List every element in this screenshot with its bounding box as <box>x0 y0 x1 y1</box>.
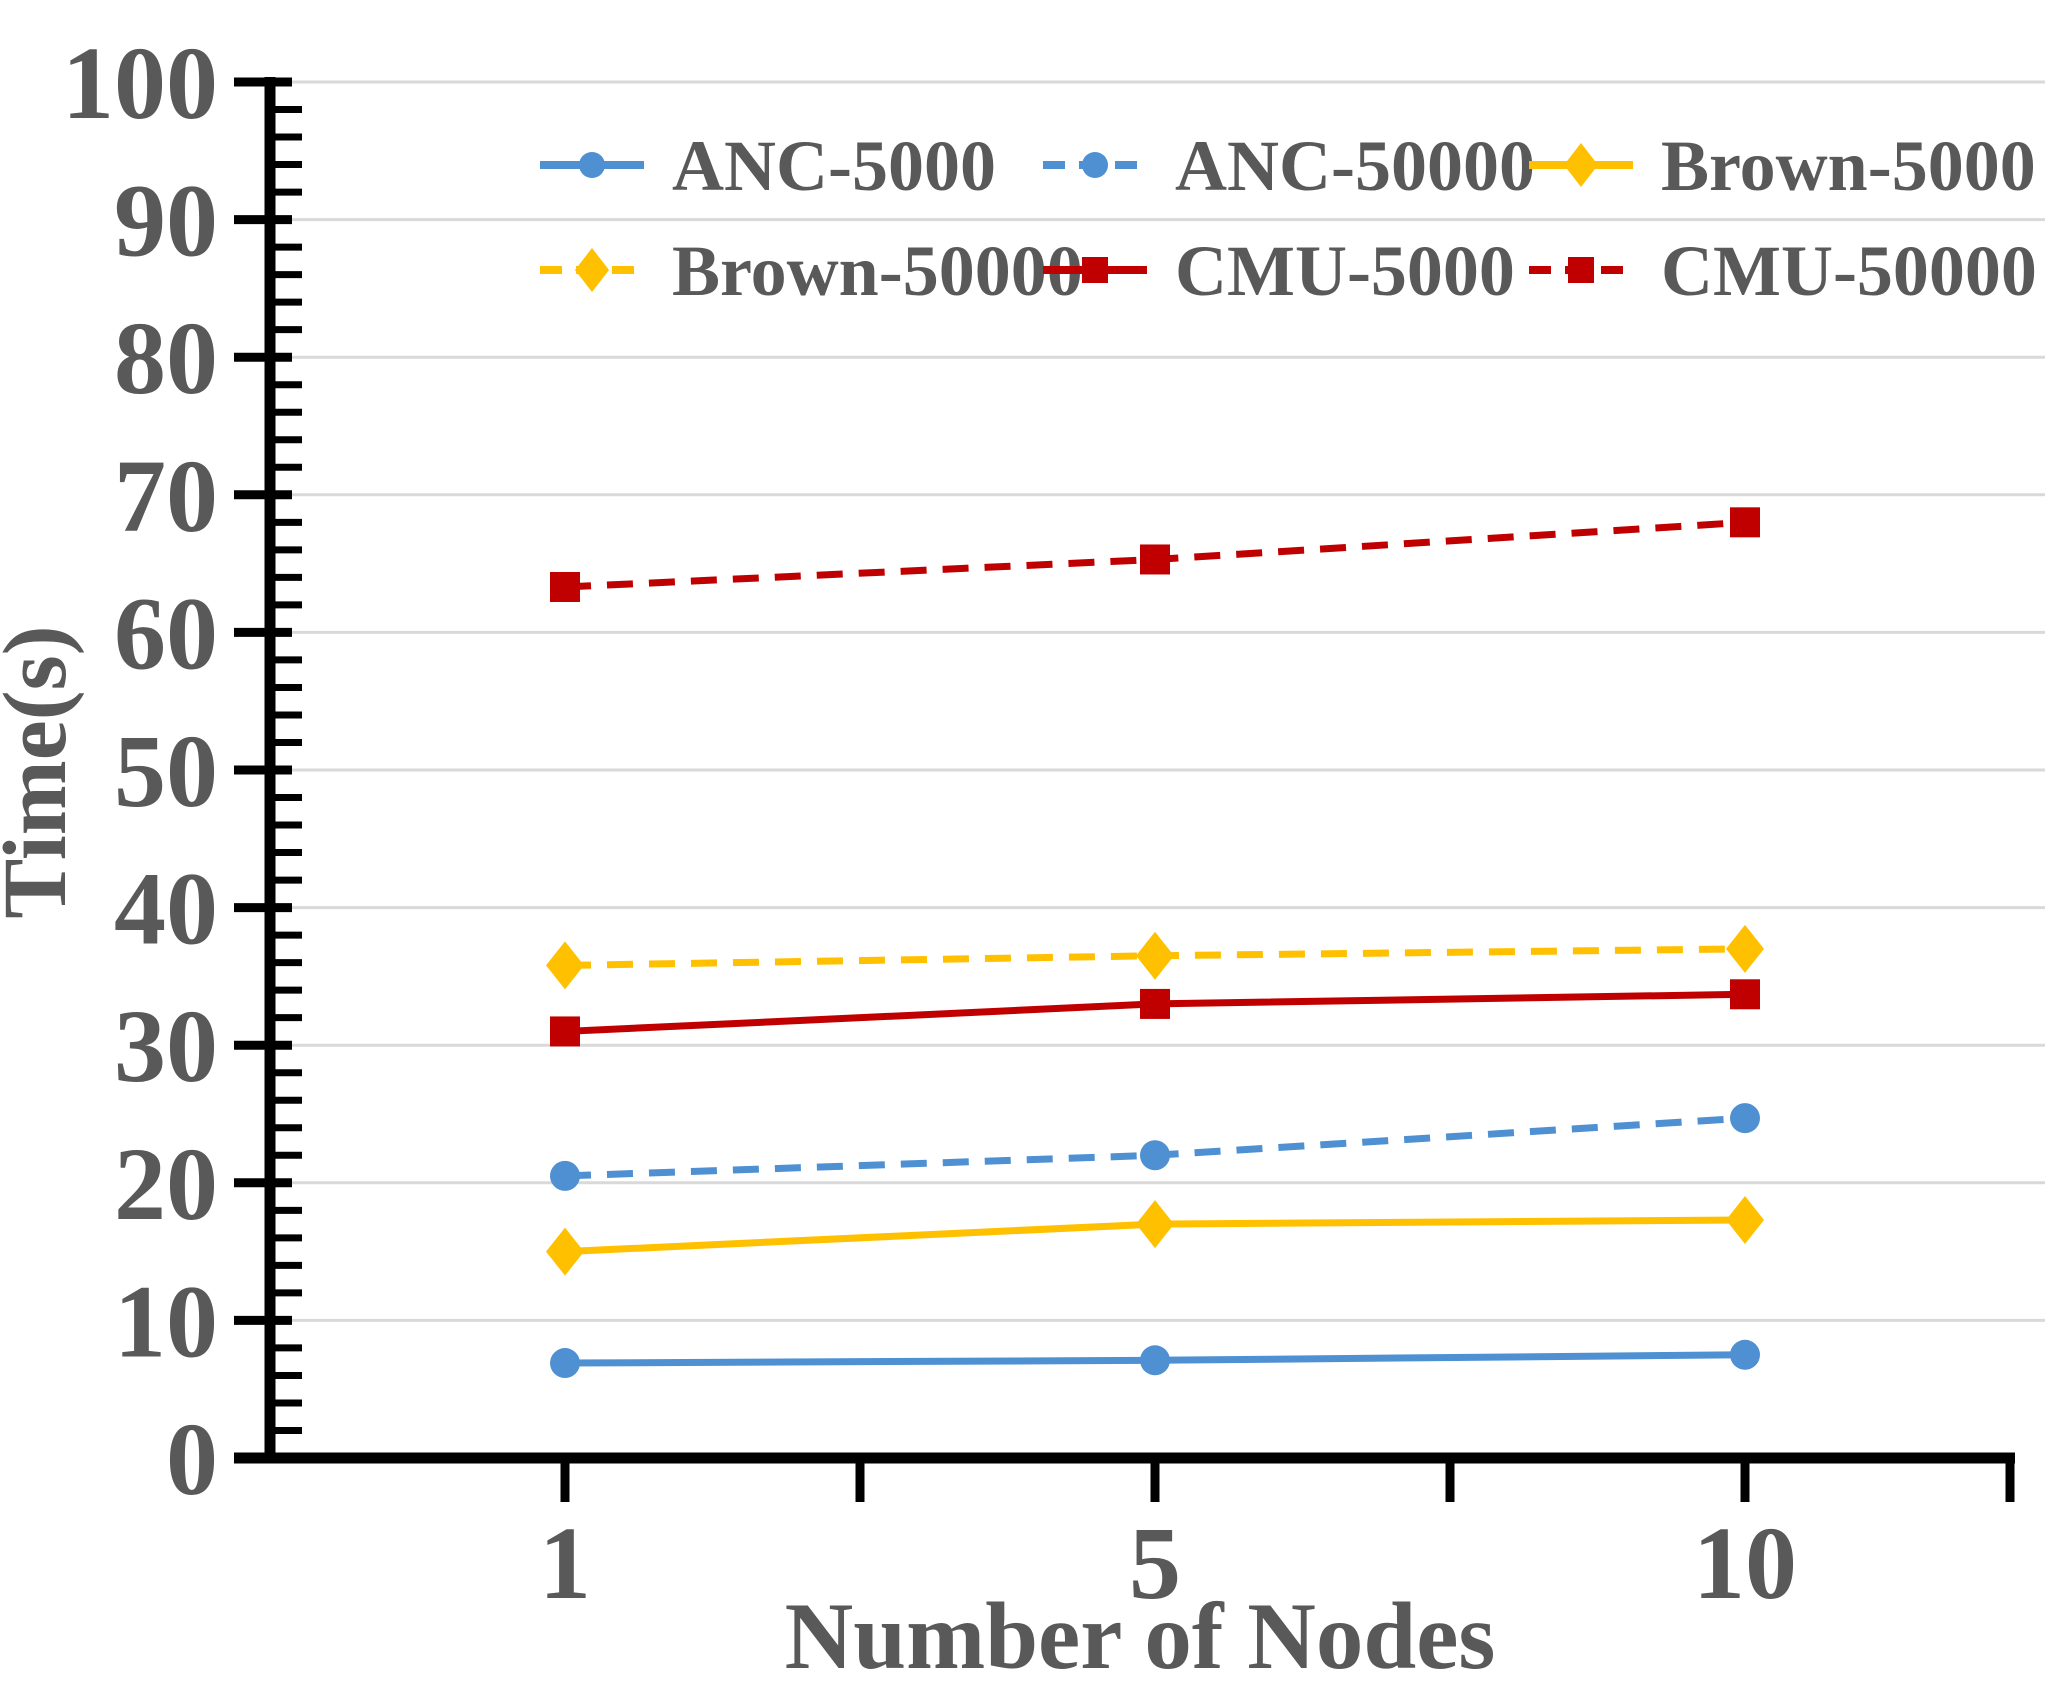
y-tick-label: 90 <box>114 164 218 279</box>
legend-marker-square <box>1082 257 1108 283</box>
y-tick-label: 70 <box>114 439 218 554</box>
legend-marker-circle <box>1082 152 1108 178</box>
data-marker-ANC-5000 <box>1730 1339 1760 1370</box>
data-marker-Brown-50000 <box>1136 931 1174 980</box>
legend-label: Brown-50000 <box>672 231 1083 311</box>
y-axis-title: Time(s) <box>0 625 85 918</box>
data-marker-CMU-5000 <box>1730 979 1760 1010</box>
data-marker-Brown-5000 <box>546 1227 584 1276</box>
data-marker-ANC-5000 <box>550 1348 580 1379</box>
x-tick-label: 5 <box>1129 1506 1181 1621</box>
data-marker-ANC-50000 <box>550 1160 580 1191</box>
data-marker-CMU-50000 <box>550 571 580 602</box>
y-tick-label: 30 <box>114 989 218 1104</box>
data-marker-CMU-50000 <box>1730 507 1760 538</box>
y-tick-label: 60 <box>114 576 218 691</box>
y-tick-label: 80 <box>114 301 218 416</box>
y-tick-label: 10 <box>114 1264 218 1379</box>
legend-label: CMU-50000 <box>1661 231 2037 311</box>
data-marker-ANC-50000 <box>1140 1140 1170 1171</box>
y-tick-label: 50 <box>114 714 218 829</box>
data-marker-Brown-5000 <box>1136 1200 1174 1249</box>
data-marker-Brown-5000 <box>1726 1195 1764 1244</box>
data-marker-CMU-50000 <box>1140 544 1170 575</box>
legend-label: ANC-50000 <box>1175 126 1535 206</box>
data-marker-ANC-50000 <box>1730 1103 1760 1134</box>
data-marker-CMU-5000 <box>1140 988 1170 1019</box>
legend-label: Brown-5000 <box>1661 126 2036 206</box>
data-marker-ANC-5000 <box>1140 1345 1170 1376</box>
legend-marker-diamond <box>575 248 609 292</box>
x-tick-label: 10 <box>1693 1506 1797 1621</box>
y-tick-label: 40 <box>114 852 218 967</box>
legend-marker-diamond <box>1564 143 1598 187</box>
legend-label: CMU-5000 <box>1175 231 1515 311</box>
legend-marker-circle <box>579 152 605 178</box>
x-tick-label: 1 <box>539 1506 591 1621</box>
y-tick-label: 100 <box>62 26 218 141</box>
data-marker-Brown-50000 <box>546 941 584 990</box>
legend-marker-square <box>1568 257 1594 283</box>
data-marker-CMU-5000 <box>550 1016 580 1047</box>
data-marker-Brown-50000 <box>1726 924 1764 973</box>
x-axis-title: Number of Nodes <box>785 1583 1496 1689</box>
legend-label: ANC-5000 <box>672 126 996 206</box>
y-tick-label: 20 <box>114 1127 218 1242</box>
chart-plot-area: 0 10 20 30 40 50 60 70 80 90 100 1 5 10 ANC-5000 ANC-50… <box>62 26 2045 1621</box>
y-tick-label: 0 <box>166 1402 218 1517</box>
